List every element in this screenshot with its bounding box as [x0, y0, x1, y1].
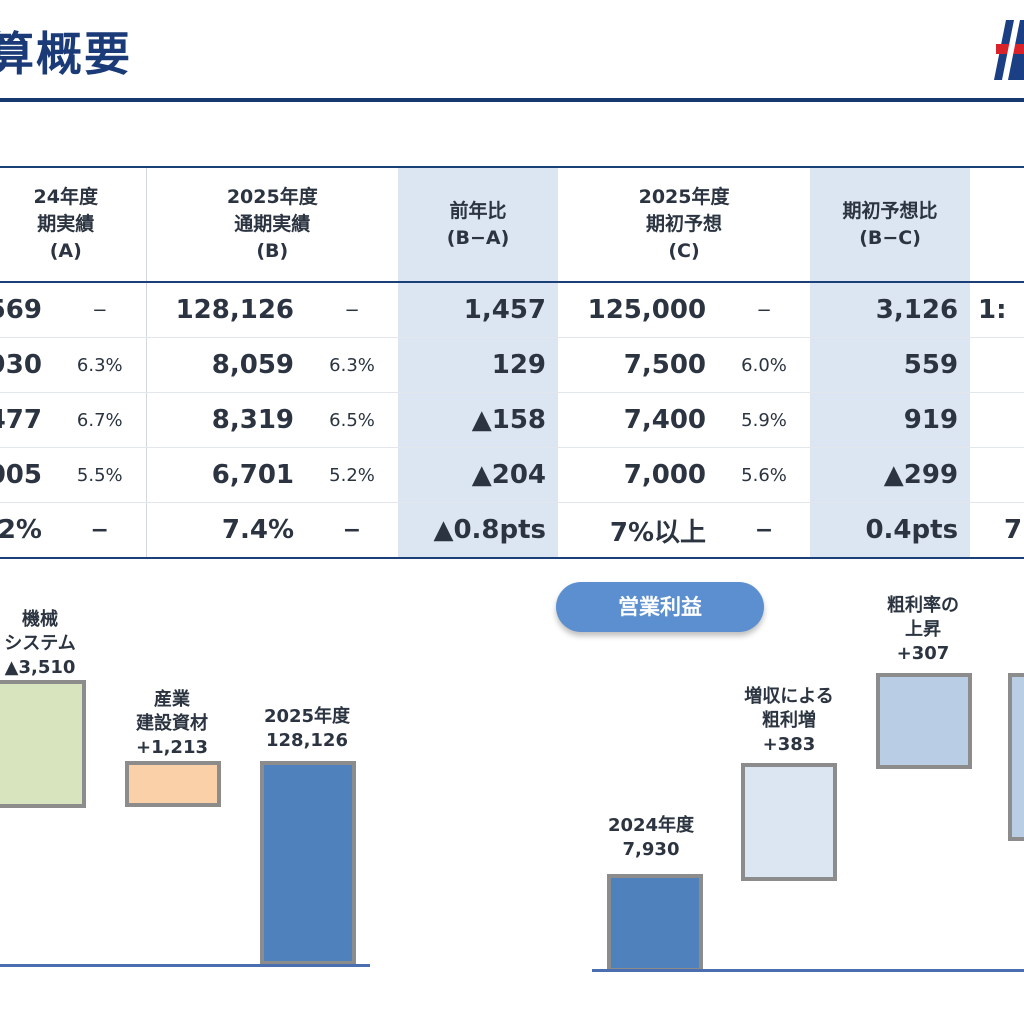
- cell: 1,457: [398, 282, 559, 338]
- header-vs-forecast: 期初予想比 (B−C): [810, 166, 971, 283]
- header-cut-off: [970, 166, 1024, 283]
- cut-off-bar: [1008, 673, 1024, 841]
- summary-table: 24年度 期実績 (A) 2025年度 通期実績 (B) 前年比 (B−A) 2025年度…: [0, 166, 1024, 559]
- left-baseline: [0, 964, 370, 967]
- cell: 129: [398, 337, 559, 393]
- cell: 5.5%: [54, 447, 147, 503]
- header-prev-actual: 24年度 期実績 (A): [0, 166, 147, 283]
- cell: 7.4%: [146, 502, 307, 559]
- header-yoy: 前年比 (B−A): [398, 166, 559, 283]
- right-baseline: [592, 969, 1024, 972]
- cell: 2%: [0, 502, 54, 559]
- cell: [970, 392, 1024, 448]
- cell: 569: [0, 282, 54, 338]
- cell: ▲299: [810, 447, 971, 503]
- cell: 6.7%: [54, 392, 147, 448]
- revenue-label: 増収による 粗利増 +383: [744, 686, 834, 755]
- cell: 7%以上: [558, 502, 719, 559]
- cell: 7: [970, 502, 1024, 559]
- cell: −: [306, 502, 399, 559]
- revenue-bar: [741, 763, 837, 881]
- operating-profit-pill: 営業利益: [556, 582, 764, 632]
- margin-bar: [876, 673, 972, 769]
- industrial-label: 産業 建設資材 +1,213: [135, 689, 209, 758]
- table-row: 930 6.3% 8,059 6.3% 129 7,500 6.0% 559: [0, 337, 1024, 393]
- cell: 7,000: [558, 447, 719, 503]
- start-label: 2024年度 7,930: [607, 815, 695, 860]
- cell: ▲0.8pts: [398, 502, 559, 559]
- cell: 5.9%: [718, 392, 811, 448]
- header-initial-forecast: 2025年度 期初予想 (C): [558, 166, 811, 283]
- cell: 5.2%: [306, 447, 399, 503]
- cell: 7,400: [558, 392, 719, 448]
- cell: [970, 337, 1024, 393]
- cell: 6.5%: [306, 392, 399, 448]
- cell: 8,059: [146, 337, 307, 393]
- header-current-actual: 2025年度 通期実績 (B): [146, 166, 399, 283]
- table-row: 477 6.7% 8,319 6.5% ▲158 7,400 5.9% 919: [0, 392, 1024, 448]
- cell: 6.3%: [54, 337, 147, 393]
- cell: −: [306, 282, 399, 338]
- cell: −: [54, 502, 147, 559]
- margin-label: 粗利率の 上昇 +307: [887, 595, 959, 664]
- cell: 6.0%: [718, 337, 811, 393]
- cell: 128,126: [146, 282, 307, 338]
- cell: ▲204: [398, 447, 559, 503]
- cell: 477: [0, 392, 54, 448]
- start-bar: [607, 874, 703, 972]
- cell: −: [718, 282, 811, 338]
- cell: −: [54, 282, 147, 338]
- cell: −: [718, 502, 811, 559]
- machinery-bar: [0, 680, 86, 808]
- cell: 6.3%: [306, 337, 399, 393]
- cell: 3,126: [810, 282, 971, 338]
- cell: 7,500: [558, 337, 719, 393]
- table-header-row: 24年度 期実績 (A) 2025年度 通期実績 (B) 前年比 (B−A) 2025年度…: [0, 166, 1024, 283]
- total-label: 2025年度 128,126: [263, 706, 351, 751]
- company-logo-icon: [994, 20, 1024, 80]
- cell: 005: [0, 447, 54, 503]
- cell: ▲158: [398, 392, 559, 448]
- cell: 919: [810, 392, 971, 448]
- cell: 5.6%: [718, 447, 811, 503]
- title-divider: [0, 98, 1024, 102]
- cell: 0.4pts: [810, 502, 971, 559]
- table-row: 569 − 128,126 − 1,457 125,000 − 3,126 1:: [0, 282, 1024, 338]
- cell: 1:: [970, 282, 1024, 338]
- machinery-label: 機械 システム ▲3,510: [4, 609, 76, 678]
- cell: 8,319: [146, 392, 307, 448]
- cell: 125,000: [558, 282, 719, 338]
- cell: 559: [810, 337, 971, 393]
- table-row: 2% − 7.4% − ▲0.8pts 7%以上 − 0.4pts 7: [0, 502, 1024, 559]
- table-row: 005 5.5% 6,701 5.2% ▲204 7,000 5.6% ▲299: [0, 447, 1024, 503]
- total-bar: [260, 761, 356, 965]
- page-title: 算概要: [0, 27, 132, 81]
- cell: 6,701: [146, 447, 307, 503]
- cell: [970, 447, 1024, 503]
- cell: 930: [0, 337, 54, 393]
- industrial-bar: [125, 761, 221, 807]
